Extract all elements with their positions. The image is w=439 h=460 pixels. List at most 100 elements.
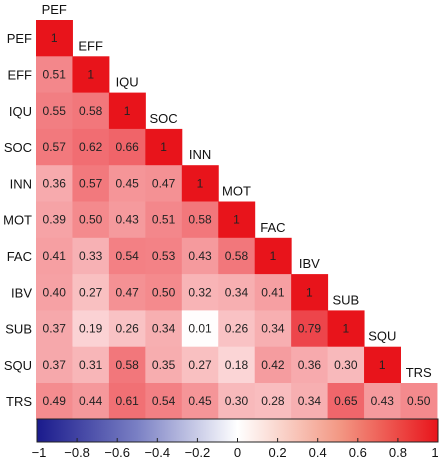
cell-value-label: 0.34 (261, 322, 285, 336)
cell-value-label: 1 (160, 140, 167, 154)
heatmap-cells: 1 0.51 1 0.55 0.58 1 0.57 0.62 0.66 1 0.36 0.57 0.45… (36, 20, 438, 420)
cell-value-label: 0.55 (43, 104, 67, 118)
heatmap-cell (181, 346, 219, 384)
colorbar-tick-label: 0.2 (269, 445, 287, 460)
colorbar-tick-label: −0.2 (185, 445, 211, 460)
cell-value-label: 0.58 (115, 358, 139, 372)
cell-value-label: 0.27 (188, 358, 212, 372)
cell-value-label: 0.47 (152, 176, 176, 190)
cell-value-label: 1 (51, 31, 58, 45)
heatmap-cell (254, 383, 292, 420)
heatmap-cell (254, 310, 292, 348)
heatmap-cell (145, 128, 183, 166)
heatmap-cell (36, 165, 73, 202)
heatmap-cell (291, 274, 329, 311)
row-label-eff: EFF (7, 67, 32, 82)
cell-value-label: 0.57 (43, 140, 67, 154)
heatmap-cell (254, 274, 292, 311)
cell-value-label: 0.27 (79, 285, 103, 299)
cell-value-label: 0.58 (188, 213, 212, 227)
heatmap-cell (72, 165, 110, 202)
heatmap-cell (36, 310, 73, 348)
cell-value-label: 1 (379, 358, 386, 372)
row-label-ibv: IBV (11, 285, 32, 300)
cell-value-label: 1 (306, 285, 313, 299)
cell-value-label: 0.30 (334, 358, 358, 372)
heatmap-cell (145, 165, 183, 202)
heatmap-cell (108, 346, 146, 384)
cell-value-label: 0.50 (79, 213, 103, 227)
cell-value-label: 0.41 (43, 249, 67, 263)
cell-value-label: 0.26 (225, 322, 249, 336)
heatmap-cell (181, 237, 219, 275)
column-label-soc: SOC (149, 111, 177, 126)
cell-value-label: 0.28 (261, 394, 285, 408)
column-label-iqu: IQU (116, 75, 139, 90)
cell-value-label: 1 (197, 176, 204, 190)
heatmap-cell (218, 201, 256, 239)
cell-value-label: 0.47 (115, 285, 139, 299)
heatmap-cell (327, 383, 365, 420)
column-label-ibv: IBV (299, 256, 320, 271)
row-label-pef: PEF (7, 31, 32, 46)
heatmap-cell (145, 274, 183, 311)
colorbar-tick-label: −1 (32, 445, 47, 460)
heatmap-cell (218, 237, 256, 275)
heatmap-cell (400, 383, 438, 420)
heatmap-cell (145, 383, 183, 420)
heatmap-cell (364, 346, 401, 384)
cell-value-label: 0.44 (79, 394, 103, 408)
cell-value-label: 0.35 (152, 358, 176, 372)
cell-value-label: 0.57 (79, 176, 103, 190)
row-label-sub: SUB (5, 322, 32, 337)
cell-value-label: 0.79 (298, 322, 322, 336)
cell-value-label: 0.66 (115, 140, 139, 154)
cell-value-label: 0.34 (298, 394, 322, 408)
cell-value-label: 0.51 (152, 213, 176, 227)
cell-value-label: 0.65 (334, 394, 358, 408)
cell-value-label: 0.58 (225, 249, 249, 263)
heatmap-cell (218, 310, 256, 348)
colorbar-tick-label: 0.8 (389, 445, 407, 460)
heatmap-cell (72, 310, 110, 348)
heatmap-cell (36, 383, 73, 420)
cell-value-label: 0.50 (407, 394, 431, 408)
cell-value-label: 0.39 (43, 213, 67, 227)
colorbar-tick-label: −0.4 (144, 445, 170, 460)
heatmap-cell (145, 346, 183, 384)
column-label-eff: EFF (78, 38, 103, 53)
cell-value-label: 1 (87, 67, 94, 81)
colorbar-tick-label: 0.4 (309, 445, 327, 460)
heatmap-cell (218, 346, 256, 384)
cell-value-label: 0.01 (188, 322, 212, 336)
column-label-sub: SUB (332, 292, 359, 307)
cell-value-label: 0.43 (115, 213, 139, 227)
cell-value-label: 0.33 (79, 249, 103, 263)
heatmap-cell (108, 383, 146, 420)
cell-value-label: 1 (124, 104, 131, 118)
cell-value-label: 0.30 (225, 394, 249, 408)
cell-value-label: 0.36 (43, 176, 67, 190)
heatmap-cell (36, 92, 73, 130)
heatmap-cell (36, 201, 73, 239)
heatmap-cell (108, 237, 146, 275)
row-label-iqu: IQU (9, 104, 32, 119)
heatmap-cell (181, 274, 219, 311)
colorbar-tick-label: 0.6 (349, 445, 367, 460)
colorbar-ticks: −1 −0.8 −0.6 −0.4 −0.2 0 0.2 0.4 0.6 0.8 1 (32, 438, 439, 460)
colorbar-tick-label: −0.6 (104, 445, 130, 460)
heatmap-cell (364, 383, 401, 420)
colorbar-tick-label: 0 (234, 445, 241, 460)
heatmap-cell (291, 383, 329, 420)
heatmap-cell (108, 128, 146, 166)
cell-value-label: 0.26 (115, 322, 139, 336)
row-label-soc: SOC (4, 140, 32, 155)
cell-value-label: 0.54 (152, 394, 176, 408)
cell-value-label: 0.45 (188, 394, 212, 408)
heatmap-cell (181, 201, 219, 239)
row-label-fac: FAC (7, 249, 32, 264)
heatmap-cell (254, 237, 292, 275)
column-label-fac: FAC (260, 220, 285, 235)
heatmap-cell (181, 165, 219, 202)
